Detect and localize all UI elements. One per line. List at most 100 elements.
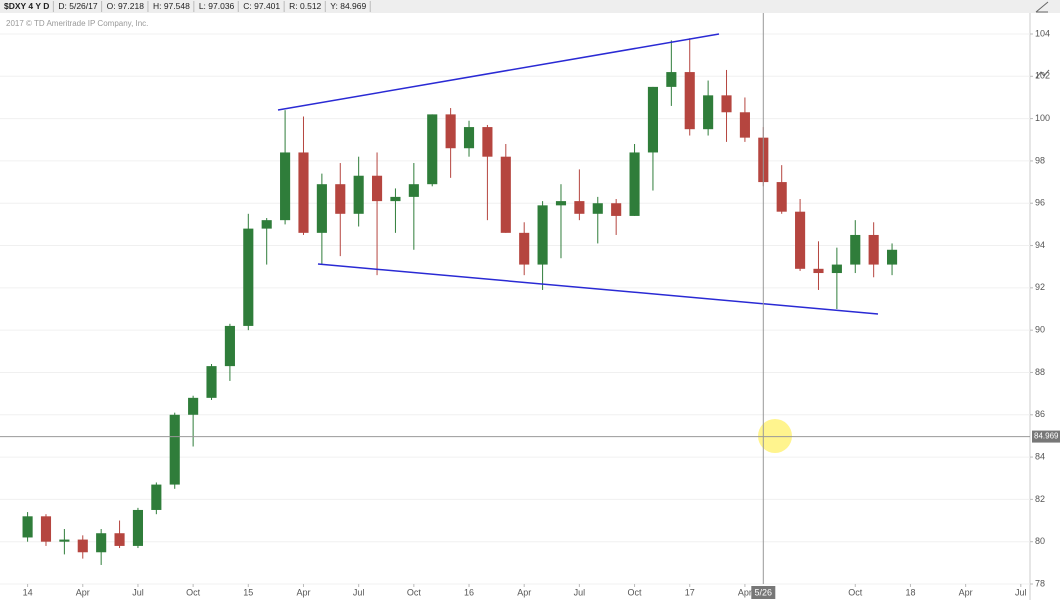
candle-body: [77, 539, 88, 553]
candle-body: [280, 152, 291, 221]
candle-body: [500, 156, 511, 233]
crosshair-x-label: 5/26: [755, 587, 773, 597]
candle-body: [482, 127, 493, 157]
x-tick-label: Jul: [1015, 587, 1027, 597]
candle-body: [243, 228, 254, 326]
x-tick-label: Jul: [353, 587, 365, 597]
candle-body: [776, 182, 787, 212]
candle-body: [445, 114, 456, 149]
y-tick-label: 104: [1035, 28, 1050, 38]
x-tick-label: Oct: [848, 587, 863, 597]
header-item: L: 97.036: [199, 1, 235, 11]
draw-icon[interactable]: [1035, 1, 1049, 13]
y-tick-label: 88: [1035, 367, 1045, 377]
candle-body: [463, 127, 475, 149]
header-item: O: 97.218: [107, 1, 145, 11]
candle-body: [261, 220, 272, 229]
candle-body: [40, 516, 52, 542]
y-tick-label: 96: [1035, 198, 1045, 208]
crosshair-y-box: [1032, 430, 1060, 443]
candle-body: [188, 397, 199, 415]
candle-body: [721, 95, 732, 113]
candle-body: [795, 211, 806, 269]
y-tick-label: 94: [1035, 240, 1045, 250]
y-tick-label: 84: [1035, 451, 1045, 461]
candle-body: [592, 203, 603, 214]
cursor-highlight: [758, 419, 792, 453]
candle-body: [611, 203, 622, 216]
candle-body: [813, 268, 824, 274]
header-item: C: 97.401: [243, 1, 280, 11]
candle-body: [390, 196, 401, 202]
x-tick-label: Oct: [407, 587, 422, 597]
toolbar-icons[interactable]: [1035, 1, 1050, 79]
x-tick-label: Oct: [628, 587, 643, 597]
y-tick-label: 98: [1035, 155, 1045, 165]
header-item: H: 97.548: [153, 1, 190, 11]
y-tick-label: 90: [1035, 325, 1045, 335]
x-tick-label: 16: [464, 587, 474, 597]
candle-body: [114, 533, 125, 546]
x-tick-label: Apr: [738, 587, 752, 597]
y-tick-label: 92: [1035, 282, 1045, 292]
y-tick-label: 100: [1035, 113, 1050, 123]
x-tick-label: 15: [243, 587, 253, 597]
y-tick-label: 86: [1035, 409, 1045, 419]
candle-body: [169, 414, 180, 485]
candle-body: [151, 484, 162, 510]
candle-body: [666, 72, 677, 87]
crosshair-y-label: 84.969: [1034, 432, 1059, 441]
candle-body: [831, 264, 842, 274]
trend-line: [317, 263, 879, 315]
candle-body: [316, 184, 327, 233]
x-tick-label: 18: [905, 587, 915, 597]
candle-body: [206, 366, 217, 398]
candle-body: [629, 152, 640, 216]
header-item: R: 0.512: [289, 1, 321, 11]
y-tick-label: 80: [1035, 536, 1045, 546]
candle-body: [22, 516, 33, 538]
candle-body: [647, 86, 659, 153]
y-tick-label: 102: [1035, 71, 1050, 81]
candle-body: [574, 201, 585, 214]
candle-body: [868, 234, 879, 265]
candle-body: [886, 249, 898, 265]
trend-line: [277, 33, 720, 111]
x-tick-label: Jul: [132, 587, 144, 597]
plot-area: 78 80 82 84 86 88 90 92 94 96 98 100 102 104 14 Apr Jul O…: [0, 28, 1050, 597]
candle-body: [59, 539, 70, 542]
candle-body: [335, 184, 346, 214]
header-item: D: 5/26/17: [58, 1, 97, 11]
header-item: Y: 84.969: [330, 1, 366, 11]
candle-body: [850, 234, 861, 265]
x-tick-label: Apr: [517, 587, 531, 597]
crosshair-x-box: [751, 586, 776, 599]
subtitle: 2017 © TD Ameritrade IP Company, Inc.: [6, 19, 148, 28]
x-tick-label: Apr: [959, 587, 973, 597]
x-tick-label: Apr: [296, 587, 310, 597]
candle-body: [132, 509, 144, 546]
candle-body: [298, 152, 309, 233]
header: $DXY 4 Y D D: 5/26/17 O: 97.218 H: 97.548 L:…: [4, 1, 371, 12]
candle-body: [703, 95, 714, 130]
candle-body: [371, 175, 383, 202]
candle-body: [96, 533, 107, 553]
y-tick-label: 82: [1035, 494, 1045, 504]
header-item: $DXY 4 Y D: [4, 1, 49, 11]
candle-body: [427, 114, 438, 185]
x-tick-label: 14: [23, 587, 33, 597]
candle-body: [519, 232, 530, 265]
header-bar: [0, 0, 1060, 13]
study-icon[interactable]: [1035, 69, 1050, 79]
candle-body: [224, 325, 235, 367]
candle-body: [739, 112, 750, 138]
x-tick-label: Oct: [186, 587, 201, 597]
x-tick-label: 17: [685, 587, 695, 597]
candle-body: [684, 72, 695, 130]
y-tick-label: 78: [1035, 578, 1045, 588]
x-tick-label: Jul: [574, 587, 586, 597]
candle-body: [353, 175, 364, 214]
candle-body: [408, 184, 419, 197]
